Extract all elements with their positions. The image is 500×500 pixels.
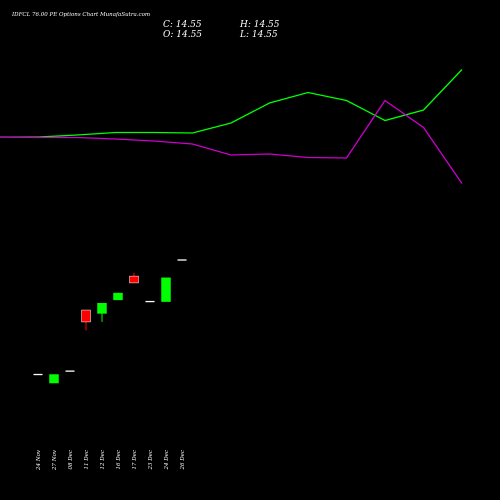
candle-24-dec [161, 277, 171, 302]
candlesticks [33, 259, 187, 384]
candle-12-dec [97, 303, 107, 322]
x-tick-label: 12 Dec [100, 450, 106, 470]
overlay-line-2 [0, 99, 463, 184]
candle-16-dec [113, 292, 123, 301]
overlay-lines [0, 69, 463, 184]
x-tick-label: 23 Dec [148, 450, 154, 471]
x-tick-label: 16 Dec [116, 450, 122, 470]
high-readout: H: 14.55 [239, 20, 280, 30]
candle-body [129, 275, 139, 284]
candle-body [97, 303, 107, 314]
x-tick-label: 17 Dec [132, 450, 138, 470]
chart-title: IDFCL 76.00 PE Options Chart MunafaSutra… [11, 12, 150, 18]
candle-body [161, 277, 171, 302]
candle-11-dec [81, 309, 91, 331]
x-tick-label: 24 Nov [36, 449, 42, 471]
x-tick-label: 08 Dec [68, 450, 74, 470]
candle-body [113, 292, 123, 301]
overlay-line-1 [0, 69, 463, 138]
x-tick-label: 11 Dec [84, 450, 90, 470]
x-tick-label: 27 Nov [52, 449, 58, 471]
candle-17-dec [129, 272, 139, 284]
candle-body [81, 309, 91, 323]
candle-27-nov [49, 374, 59, 384]
x-axis-labels: 24 Nov 27 Nov 08 Dec 11 Dec 12 Dec 16 Dec 17 D… [36, 449, 186, 471]
close-readout: C: 14.55 [163, 20, 202, 30]
low-readout: L: 14.55 [239, 30, 278, 40]
x-tick-label: 26 Dec [180, 450, 186, 471]
candle-body [49, 374, 59, 384]
x-tick-label: 24 Dec [164, 450, 170, 471]
open-readout: O: 14.55 [163, 30, 202, 40]
